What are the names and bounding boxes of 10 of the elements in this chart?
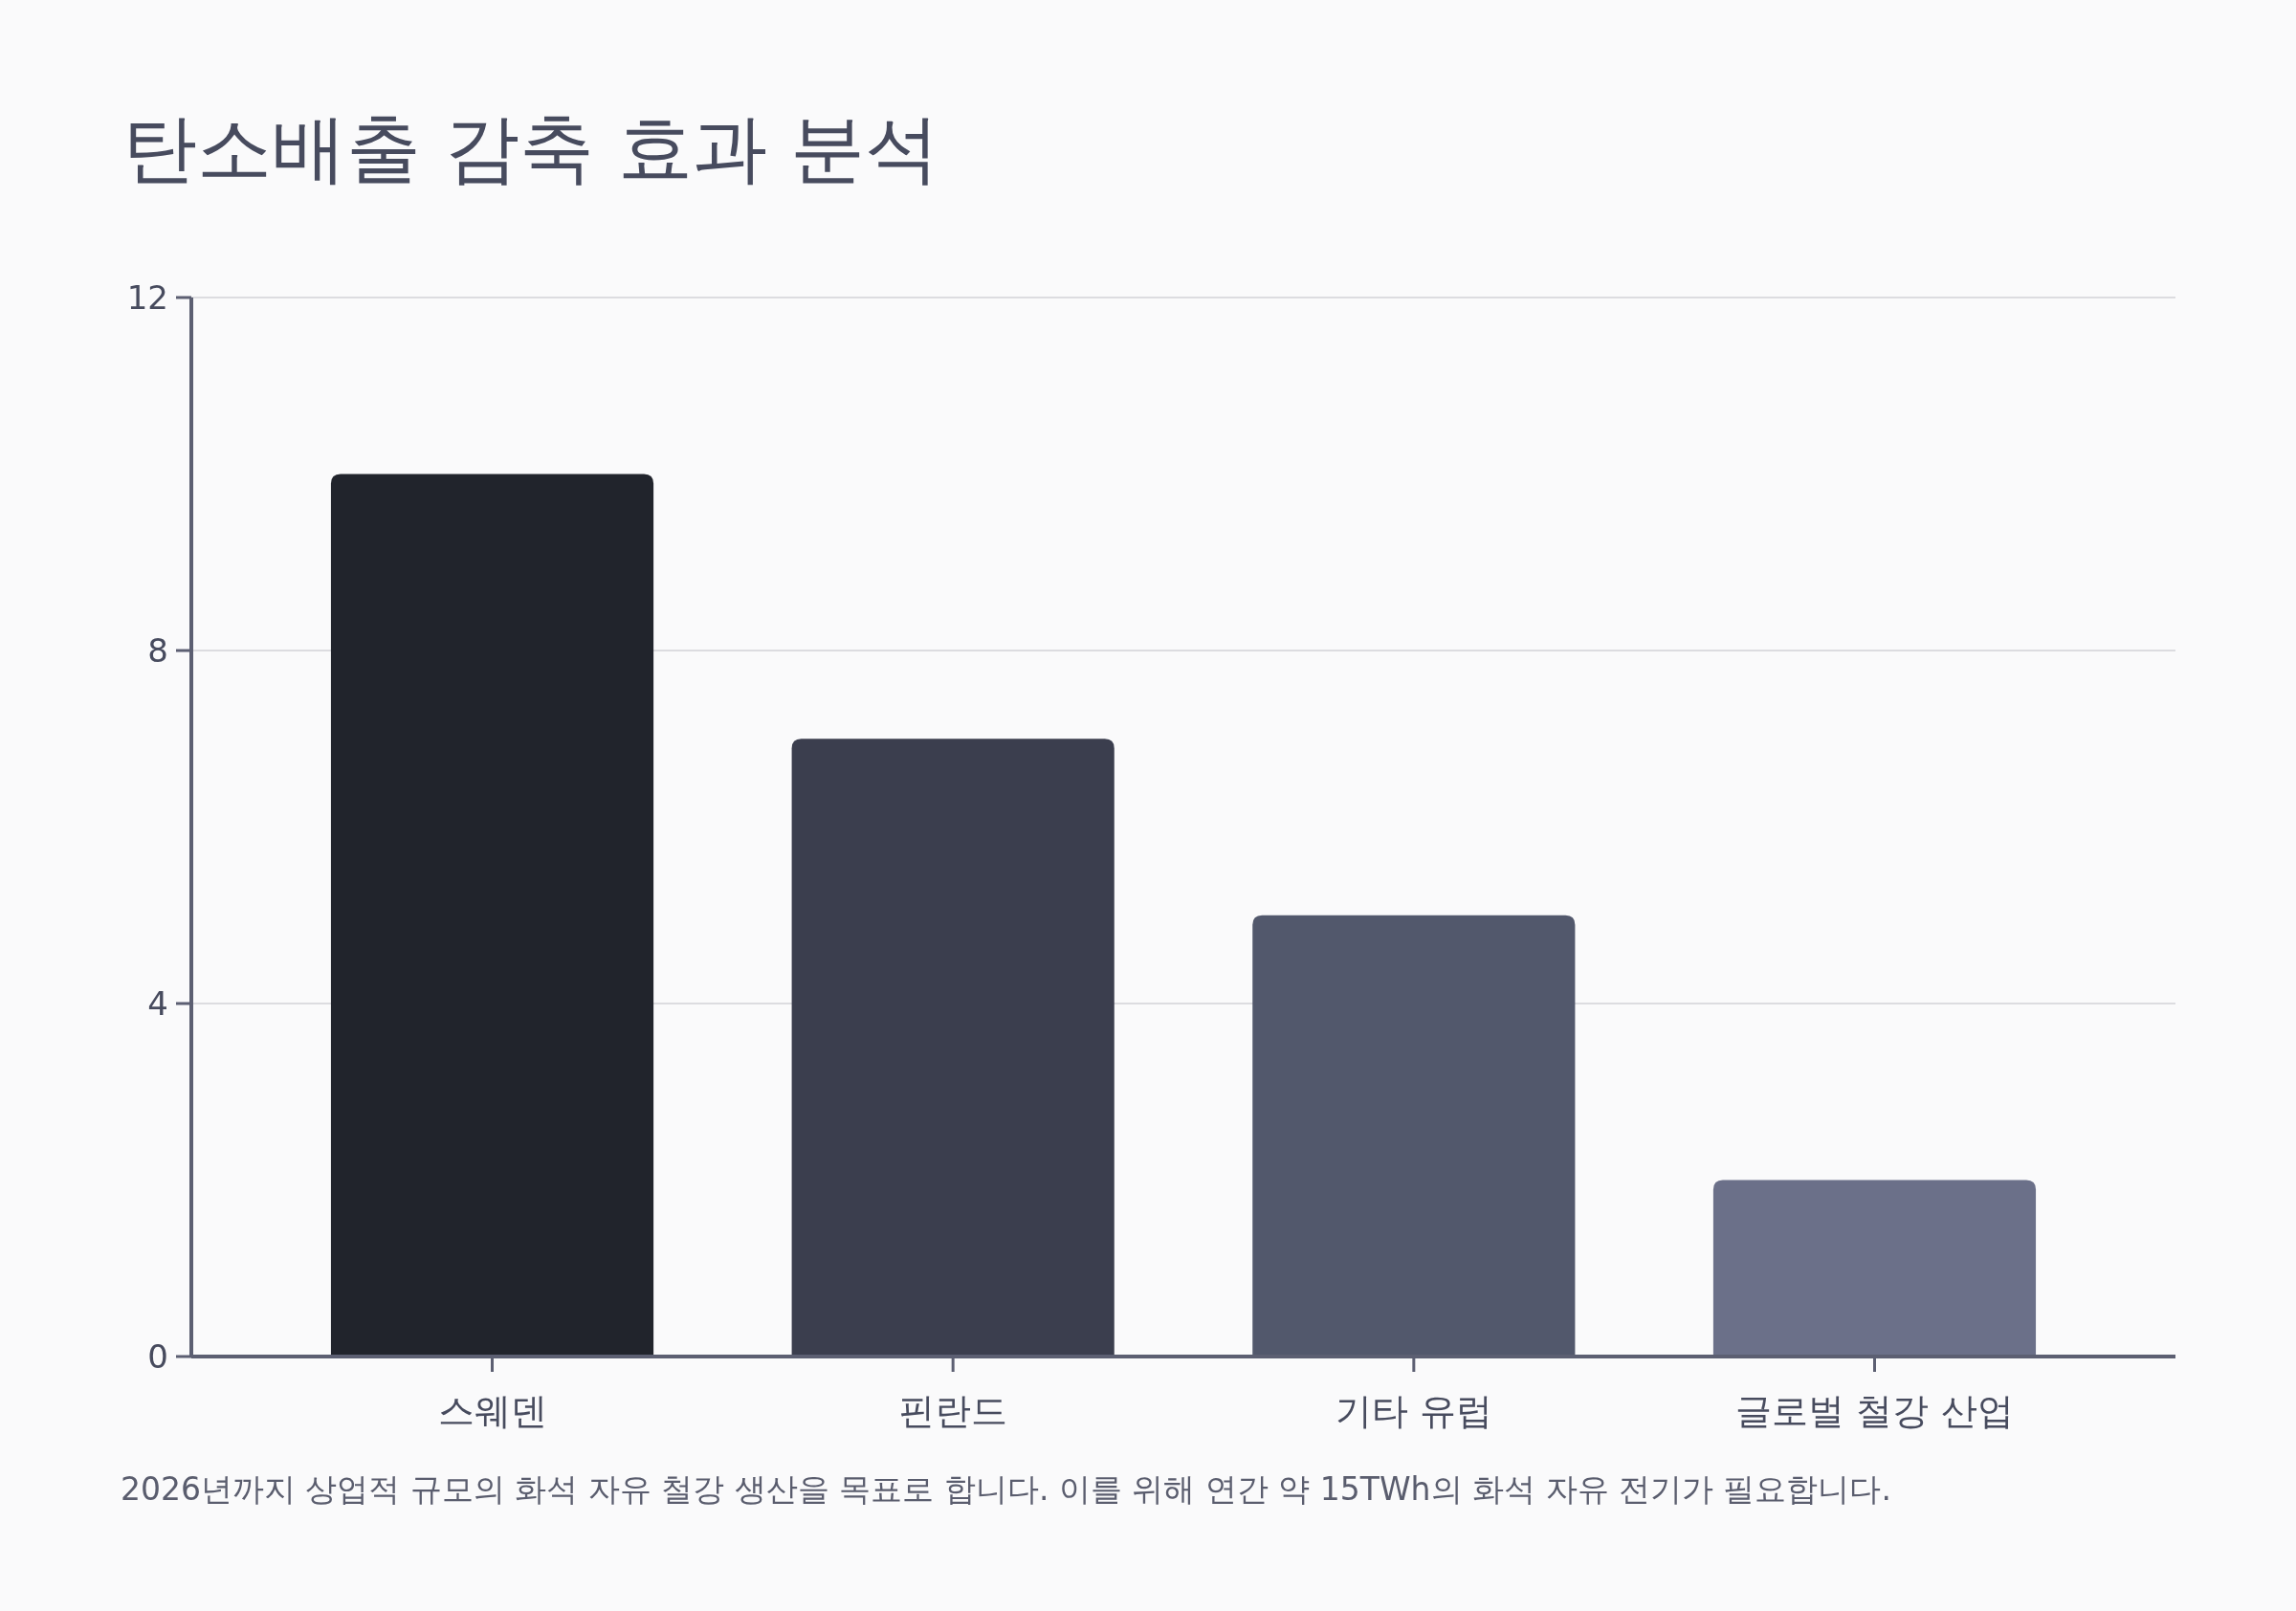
chart-title: 탄소배출 감축 효과 분석 <box>122 105 940 191</box>
x-tick-label: 핀란드 <box>898 1390 1008 1432</box>
text: 2026년까지 상업적 규모의 화석 자유 철강 생산을 목표로 합니다. 이를 위해 연간 약 15TWh의 화석 자유 전기가 필요합니다. <box>121 1470 1891 1508</box>
y-tick-label: 4 <box>147 984 168 1023</box>
x-tick-label: 기타 유럽 <box>1335 1390 1492 1432</box>
y-tick-label: 8 <box>147 631 168 670</box>
x-tick-label: 글로벌 철강 산업 <box>1735 1390 2014 1432</box>
y-tick-label: 0 <box>147 1337 168 1376</box>
x-tick-label: 스웨덴 <box>437 1390 547 1432</box>
y-tick-label: 12 <box>126 278 168 317</box>
